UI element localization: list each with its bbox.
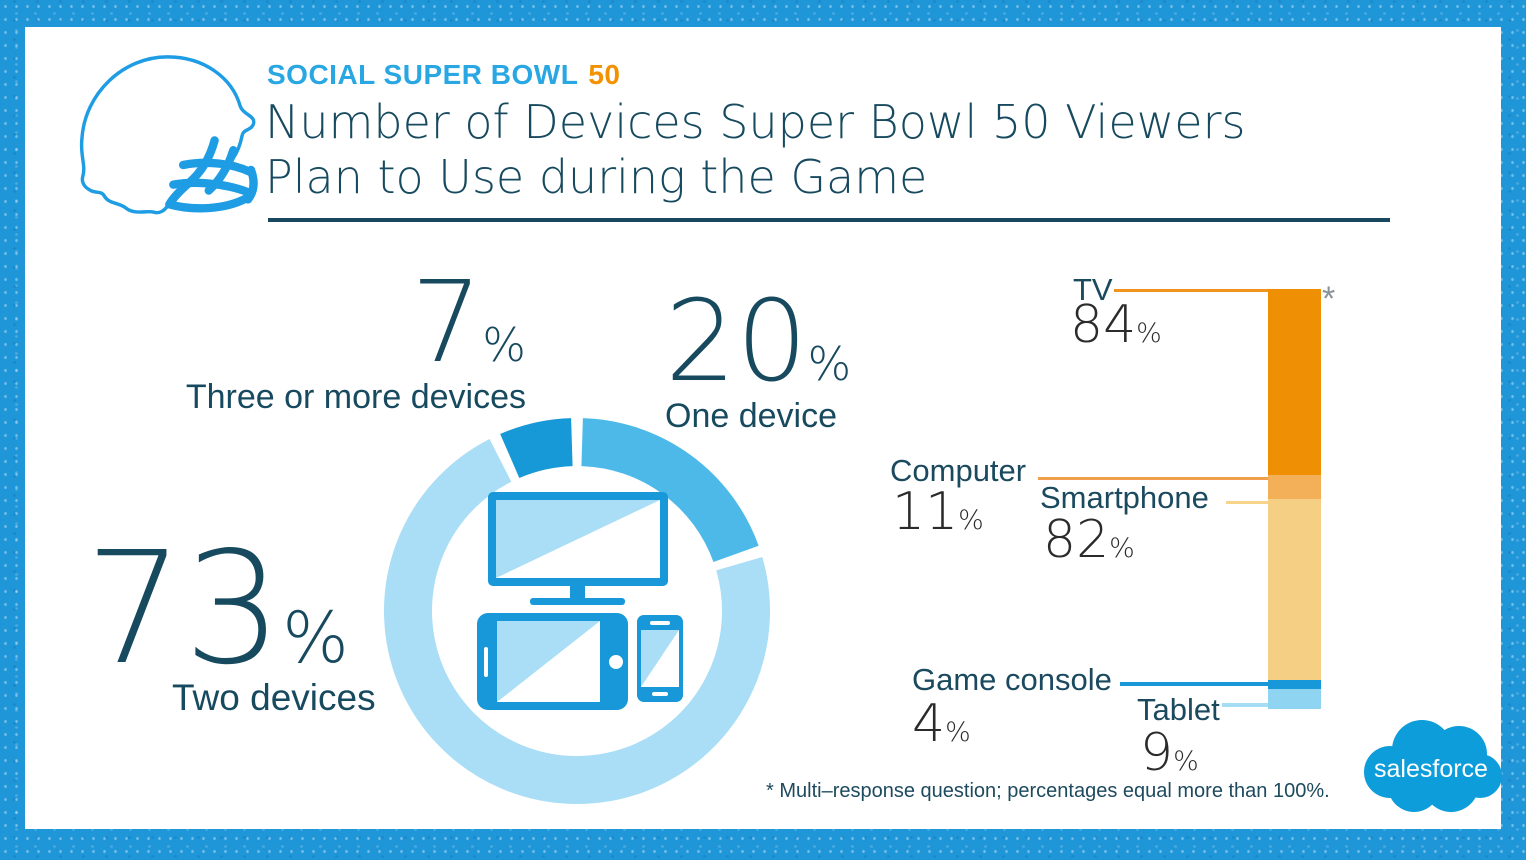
smartphone-icon	[637, 615, 683, 702]
footnote-text: * Multi–response question; percentages e…	[766, 780, 1330, 802]
donut-segment-three-or-more-devices	[500, 418, 574, 479]
tablet-icon	[477, 613, 628, 710]
stat-three-value: 7%	[411, 258, 526, 388]
bar-segment-tablet	[1268, 689, 1321, 709]
stat-one-device: 20% One device	[665, 277, 985, 436]
percent-sign: %	[1109, 533, 1135, 564]
stacked-bar-chart	[1268, 289, 1321, 709]
leader-line-game-console	[1120, 682, 1268, 686]
bar-segment-game-console	[1268, 680, 1321, 690]
footnote-marker: *	[1322, 280, 1336, 318]
salesforce-wordmark: salesforce	[1374, 755, 1488, 783]
leader-line-computer	[1038, 477, 1268, 480]
bar-value-smartphone: 82%	[1043, 510, 1135, 570]
bar-value-tv: 84%	[1070, 295, 1162, 355]
salesforce-cloud-logo: salesforce	[1364, 720, 1502, 812]
percent-sign: %	[945, 717, 971, 748]
eyebrow-heading: SOCIAL SUPER BOWL 50	[267, 59, 621, 91]
eyebrow-number: 50	[588, 59, 621, 90]
stat-three-or-more-devices: 7% Three or more devices	[148, 258, 526, 417]
page-title: Number of Devices Super Bowl 50 Viewers …	[265, 95, 1245, 205]
percent-sign: %	[958, 505, 984, 536]
percent-sign: %	[1136, 318, 1162, 349]
tv-icon	[488, 492, 668, 605]
title-divider	[268, 218, 1390, 222]
bar-label-smartphone: Smartphone	[1040, 480, 1209, 515]
bar-label-game-console: Game console	[912, 662, 1112, 697]
eyebrow-text: SOCIAL SUPER BOWL	[267, 59, 579, 90]
percent-sign: %	[282, 597, 349, 679]
leader-line-tv	[1114, 289, 1268, 292]
bar-segment-tv	[1268, 289, 1321, 475]
bar-value-tablet: 9%	[1140, 723, 1199, 783]
stat-two-label: Two devices	[172, 677, 376, 718]
percent-sign: %	[807, 337, 852, 391]
tv-tablet-smartphone-devices-icon	[477, 492, 683, 710]
leader-line-smartphone	[1226, 501, 1268, 504]
stat-two-value: 73%	[85, 518, 349, 699]
infographic-canvas: SOCIAL SUPER BOWL 50 Number of Devices Su…	[25, 27, 1502, 829]
bar-value-computer: 11%	[892, 482, 984, 542]
percent-sign: %	[482, 318, 526, 372]
bar-label-computer: Computer	[890, 453, 1027, 488]
percent-sign: %	[1173, 746, 1199, 777]
bar-label-tv: TV	[1073, 272, 1113, 307]
donut-segment-two-devices	[384, 438, 770, 804]
stat-one-value: 20%	[665, 277, 852, 407]
leader-line-tablet	[1222, 703, 1268, 707]
bar-segment-computer	[1268, 474, 1321, 499]
title-line-2: Plan to Use during the Game	[265, 150, 928, 204]
donut-segment-one-device	[580, 418, 759, 563]
cloud-shape	[1364, 720, 1502, 812]
stat-one-label: One device	[665, 397, 837, 436]
bar-value-game-console: 4%	[912, 694, 971, 754]
title-line-1: Number of Devices Super Bowl 50 Viewers	[265, 95, 1246, 149]
bar-segment-smartphone	[1268, 498, 1321, 681]
donut-chart	[384, 418, 770, 804]
stat-three-label: Three or more devices	[185, 378, 526, 417]
football-helmet-icon	[79, 55, 258, 215]
bar-label-tablet: Tablet	[1137, 692, 1220, 727]
